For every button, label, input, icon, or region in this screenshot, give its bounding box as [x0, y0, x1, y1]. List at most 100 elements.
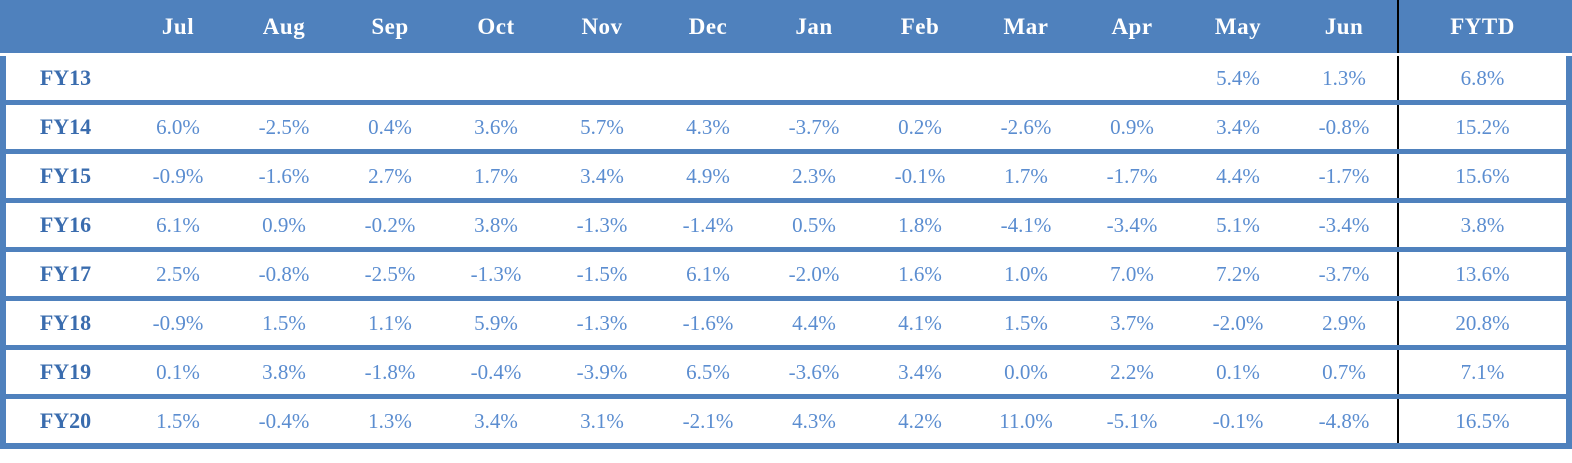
column-header-jul: Jul	[161, 13, 195, 39]
value-cell: 4.1%	[898, 310, 942, 335]
value-cell	[337, 56, 443, 100]
value-cell: 0.0%	[1004, 359, 1048, 384]
header-row: Jul Aug Sep Oct Nov Dec Jan Feb Mar Apr May Jun FYTD	[0, 0, 1572, 56]
value-cell	[655, 56, 761, 100]
value-cell: -3.7%	[788, 114, 840, 139]
value-cell: 6.1%	[156, 212, 200, 237]
value-cell	[549, 56, 655, 100]
value-cell: 3.4%	[474, 408, 518, 433]
value-cell: -1.6%	[258, 163, 310, 188]
value-cell: -0.8%	[258, 261, 310, 286]
value-cell: -0.9%	[152, 310, 204, 335]
row-label: FY15	[39, 163, 92, 188]
value-cell: 3.4%	[898, 359, 942, 384]
column-header-aug: Aug	[262, 13, 306, 39]
table-row-fy17: FY17 2.5% -0.8% -2.5% -1.3% -1.5% 6.1% -2.0% 1.6…	[6, 247, 1566, 296]
column-header-sep: Sep	[371, 13, 409, 39]
value-cell: 5.7%	[580, 114, 624, 139]
fytd-cell: 20.8%	[1397, 301, 1566, 345]
value-cell: -5.1%	[1106, 408, 1158, 433]
table-row-fy13: FY13 5.4% 1.3% 6.8%	[6, 56, 1566, 100]
value-cell: -1.4%	[682, 212, 734, 237]
value-cell: -2.0%	[1212, 310, 1264, 335]
value-cell: 3.8%	[262, 359, 306, 384]
value-cell: 4.3%	[792, 408, 836, 433]
value-cell: -1.6%	[682, 310, 734, 335]
value-cell: 1.8%	[898, 212, 942, 237]
value-cell: 0.9%	[262, 212, 306, 237]
column-header-nov: Nov	[581, 13, 623, 39]
value-cell: -0.9%	[152, 163, 204, 188]
value-cell: 6.5%	[686, 359, 730, 384]
fytd-cell: 13.6%	[1397, 252, 1566, 296]
value-cell: 7.2%	[1216, 261, 1260, 286]
row-label: FY14	[39, 114, 92, 139]
table-row-fy15: FY15 -0.9% -1.6% 2.7% 1.7% 3.4% 4.9% 2.3% -0.1% 1…	[6, 149, 1566, 198]
value-cell: -2.1%	[682, 408, 734, 433]
value-cell: 3.7%	[1110, 310, 1154, 335]
value-cell: 1.1%	[368, 310, 412, 335]
column-header-jan: Jan	[795, 13, 833, 39]
value-cell: 0.1%	[1216, 359, 1260, 384]
value-cell: -0.4%	[470, 359, 522, 384]
value-cell: -1.7%	[1106, 163, 1158, 188]
column-header-blank	[6, 0, 125, 53]
column-header-apr: Apr	[1111, 13, 1153, 39]
value-cell: 1.0%	[1004, 261, 1048, 286]
value-cell: 4.2%	[898, 408, 942, 433]
value-cell: 2.5%	[156, 261, 200, 286]
fytd-cell: 7.1%	[1397, 350, 1566, 394]
value-cell: 5.9%	[474, 310, 518, 335]
value-cell	[973, 56, 1079, 100]
fytd-cell: 15.6%	[1397, 154, 1566, 198]
row-label: FY19	[39, 359, 92, 384]
value-cell: -1.5%	[576, 261, 628, 286]
value-cell: 1.5%	[156, 408, 200, 433]
value-cell: 3.1%	[580, 408, 624, 433]
value-cell: 3.6%	[474, 114, 518, 139]
row-label: FY13	[39, 65, 92, 90]
value-cell: 1.6%	[898, 261, 942, 286]
value-cell	[125, 56, 231, 100]
value-cell: 2.9%	[1322, 310, 1366, 335]
row-label: FY17	[39, 261, 92, 286]
value-cell: 4.4%	[792, 310, 836, 335]
value-cell: -2.0%	[788, 261, 840, 286]
value-cell: 4.9%	[686, 163, 730, 188]
column-header-may: May	[1214, 13, 1262, 39]
value-cell: -0.1%	[1212, 408, 1264, 433]
value-cell: -2.5%	[258, 114, 310, 139]
value-cell	[1079, 56, 1185, 100]
value-cell	[867, 56, 973, 100]
value-cell: 1.3%	[1322, 65, 1366, 90]
column-header-oct: Oct	[477, 13, 515, 39]
value-cell	[761, 56, 867, 100]
value-cell: 2.2%	[1110, 359, 1154, 384]
value-cell: 7.0%	[1110, 261, 1154, 286]
column-header-mar: Mar	[1003, 13, 1049, 39]
row-label: FY16	[39, 212, 92, 237]
value-cell: -1.3%	[576, 310, 628, 335]
fytd-cell: 16.5%	[1397, 399, 1566, 443]
value-cell: -1.8%	[364, 359, 416, 384]
value-cell: 0.5%	[792, 212, 836, 237]
value-cell	[443, 56, 549, 100]
table-row-fy16: FY16 6.1% 0.9% -0.2% 3.8% -1.3% -1.4% 0.5% 1.8% -…	[6, 198, 1566, 247]
value-cell: -4.1%	[1000, 212, 1052, 237]
value-cell: -3.6%	[788, 359, 840, 384]
value-cell: 0.1%	[156, 359, 200, 384]
value-cell: 3.4%	[580, 163, 624, 188]
value-cell: 5.4%	[1216, 65, 1260, 90]
monthly-returns-table: Jul Aug Sep Oct Nov Dec Jan Feb Mar Apr May Jun FYTD…	[0, 0, 1572, 449]
value-cell: 1.7%	[1004, 163, 1048, 188]
value-cell: 1.3%	[368, 408, 412, 433]
value-cell: 1.7%	[474, 163, 518, 188]
value-cell: 0.7%	[1322, 359, 1366, 384]
fytd-cell: 15.2%	[1397, 105, 1566, 149]
value-cell: 4.4%	[1216, 163, 1260, 188]
table-body: FY13 5.4% 1.3% 6.8% FY14 6.0% -2.5% 0.4% 3.6% 5.7…	[0, 56, 1572, 449]
value-cell: -2.5%	[364, 261, 416, 286]
value-cell	[231, 56, 337, 100]
table-row-fy19: FY19 0.1% 3.8% -1.8% -0.4% -3.9% 6.5% -3.6% 3.4%…	[6, 345, 1566, 394]
value-cell: -3.7%	[1318, 261, 1370, 286]
